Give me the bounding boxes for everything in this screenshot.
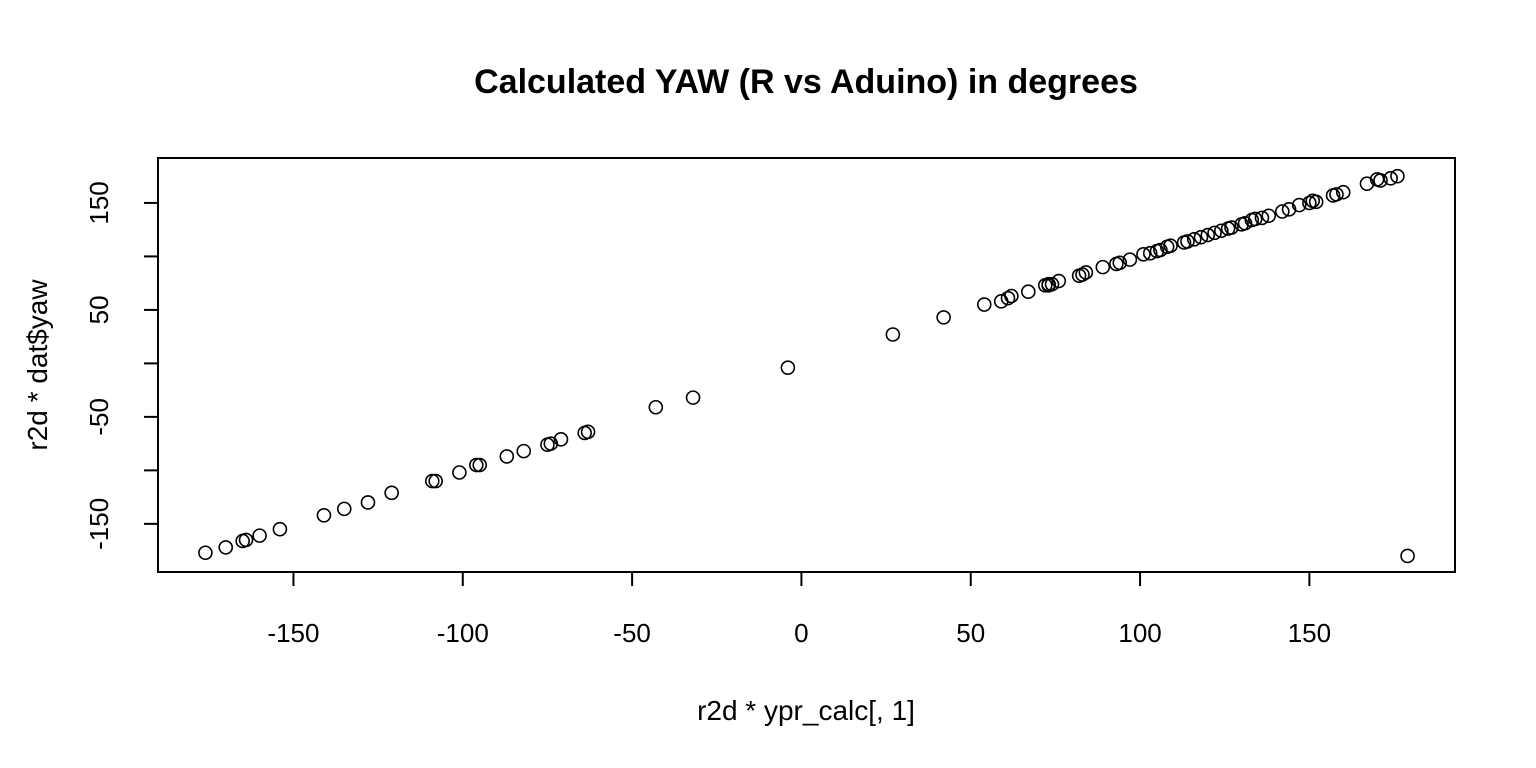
data-point xyxy=(936,310,951,325)
data-point xyxy=(336,501,352,517)
data-point xyxy=(1136,246,1151,262)
data-point xyxy=(1373,173,1388,188)
data-point xyxy=(516,443,532,459)
data-point xyxy=(1000,290,1016,306)
data-point xyxy=(885,327,901,342)
data-point xyxy=(1207,225,1222,241)
data-point xyxy=(1193,229,1209,245)
data-point xyxy=(1274,204,1290,219)
y-tick-label: 150 xyxy=(84,181,114,224)
data-point xyxy=(198,545,213,561)
y-tick-label: 50 xyxy=(84,295,114,324)
data-point xyxy=(1186,232,1202,247)
plot-frame xyxy=(157,157,1456,573)
x-tick-label: -50 xyxy=(613,618,651,648)
data-point xyxy=(1261,208,1277,224)
x-axis-label: r2d * ypr_calc[, 1] xyxy=(697,695,915,726)
x-tick-label: 150 xyxy=(1288,618,1331,648)
data-point xyxy=(1163,238,1178,254)
x-tick-label: 50 xyxy=(956,618,985,648)
data-point xyxy=(1095,259,1111,275)
data-point xyxy=(1078,265,1094,280)
data-point xyxy=(1200,227,1216,243)
data-point xyxy=(1051,273,1067,289)
data-point xyxy=(1329,187,1344,202)
data-point xyxy=(1400,548,1415,564)
x-axis: -150 -100 -50 0 50 100 150 xyxy=(267,572,1331,648)
data-point xyxy=(428,473,443,489)
data-point xyxy=(472,457,488,473)
data-point xyxy=(1044,276,1060,292)
data-point xyxy=(1180,234,1195,249)
data-point xyxy=(452,465,467,480)
data-point xyxy=(553,432,569,447)
data-point xyxy=(780,360,796,375)
data-point xyxy=(1122,252,1138,267)
data-point xyxy=(384,485,399,501)
data-point xyxy=(1075,267,1090,282)
data-point xyxy=(1237,215,1253,231)
data-point xyxy=(580,424,596,440)
data-point xyxy=(1021,284,1036,300)
data-point xyxy=(1224,220,1239,235)
data-point xyxy=(1153,242,1168,258)
data-point xyxy=(252,528,267,543)
data-point xyxy=(469,457,484,473)
data-point xyxy=(1308,194,1324,210)
data-point xyxy=(272,521,288,537)
data-point xyxy=(238,532,254,548)
x-tick-label: 0 xyxy=(794,618,808,648)
y-axis: -150 -50 50 150 xyxy=(84,181,158,550)
data-point xyxy=(360,495,376,510)
data-point xyxy=(685,390,701,405)
data-point xyxy=(499,449,515,464)
data-point xyxy=(648,399,664,415)
chart-title: Calculated YAW (R vs Aduino) in degrees xyxy=(474,63,1138,101)
x-tick-label: -100 xyxy=(437,618,489,648)
data-point xyxy=(1214,223,1229,239)
data-point xyxy=(976,297,992,312)
data-point xyxy=(1359,176,1375,191)
data-point xyxy=(316,508,332,523)
y-tick-label: -50 xyxy=(84,398,114,436)
data-point xyxy=(1112,255,1128,271)
x-tick-label: 100 xyxy=(1118,618,1161,648)
data-point xyxy=(1291,197,1307,213)
data-point xyxy=(218,540,234,555)
data-point xyxy=(1004,288,1019,304)
data-point xyxy=(1142,245,1158,261)
data-point xyxy=(1335,184,1351,200)
data-point xyxy=(425,473,440,489)
data-point xyxy=(1254,210,1270,226)
y-axis-label: r2d * dat$yaw xyxy=(22,279,53,451)
x-tick-label: -150 xyxy=(267,618,319,648)
data-point xyxy=(1383,171,1398,186)
data-points xyxy=(198,168,1415,564)
data-point xyxy=(1247,211,1263,227)
y-tick-label: -150 xyxy=(84,498,114,550)
data-point xyxy=(1390,168,1405,184)
data-point xyxy=(1302,195,1317,211)
data-point xyxy=(1281,202,1297,217)
data-point xyxy=(543,436,559,451)
